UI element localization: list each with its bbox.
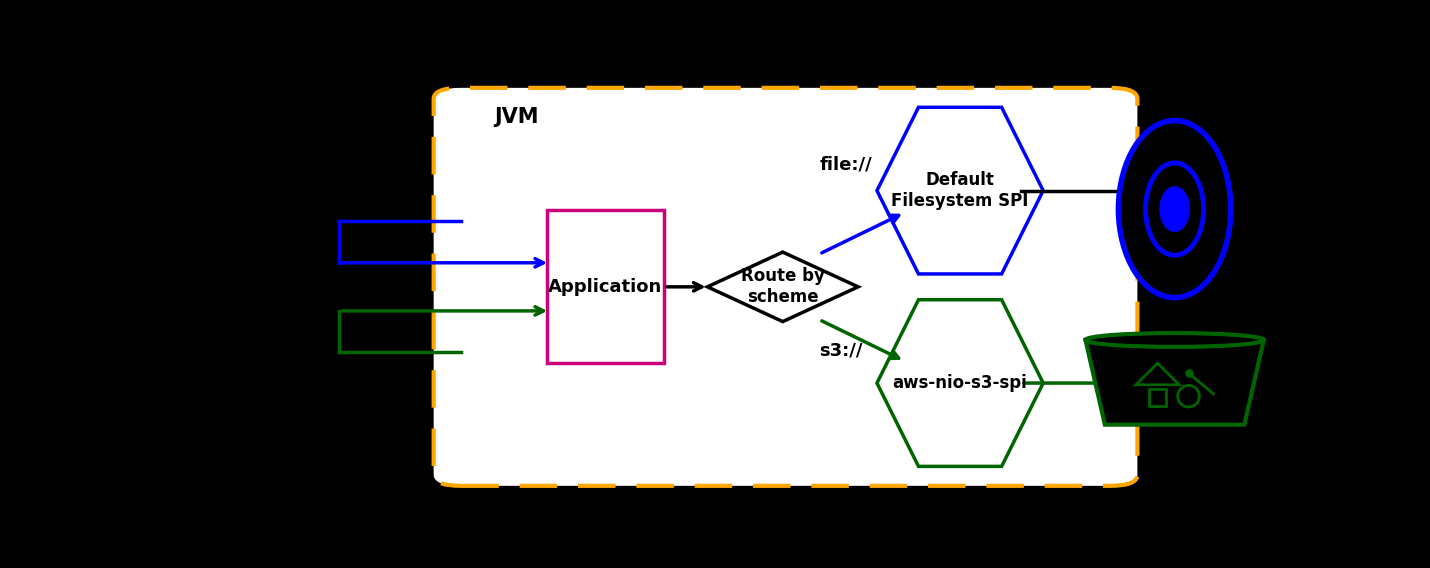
Text: aws-nio-s3-spi: aws-nio-s3-spi bbox=[892, 374, 1027, 392]
Ellipse shape bbox=[1145, 163, 1204, 255]
Polygon shape bbox=[1150, 389, 1165, 406]
Text: JVM: JVM bbox=[495, 107, 539, 127]
Text: Application: Application bbox=[548, 278, 662, 296]
Polygon shape bbox=[877, 107, 1042, 274]
Text: s3://: s3:// bbox=[819, 341, 862, 359]
Ellipse shape bbox=[1161, 188, 1188, 230]
FancyBboxPatch shape bbox=[548, 210, 664, 364]
FancyBboxPatch shape bbox=[433, 88, 1137, 486]
Polygon shape bbox=[877, 300, 1042, 466]
Polygon shape bbox=[1085, 340, 1264, 425]
Text: Default
Filesystem SPI: Default Filesystem SPI bbox=[891, 171, 1028, 210]
Text: Route by
scheme: Route by scheme bbox=[741, 268, 825, 306]
Ellipse shape bbox=[1118, 120, 1231, 298]
Ellipse shape bbox=[1085, 333, 1264, 347]
Text: file://: file:// bbox=[819, 156, 872, 173]
Polygon shape bbox=[1135, 363, 1180, 385]
Ellipse shape bbox=[1178, 386, 1200, 407]
Polygon shape bbox=[708, 252, 858, 321]
